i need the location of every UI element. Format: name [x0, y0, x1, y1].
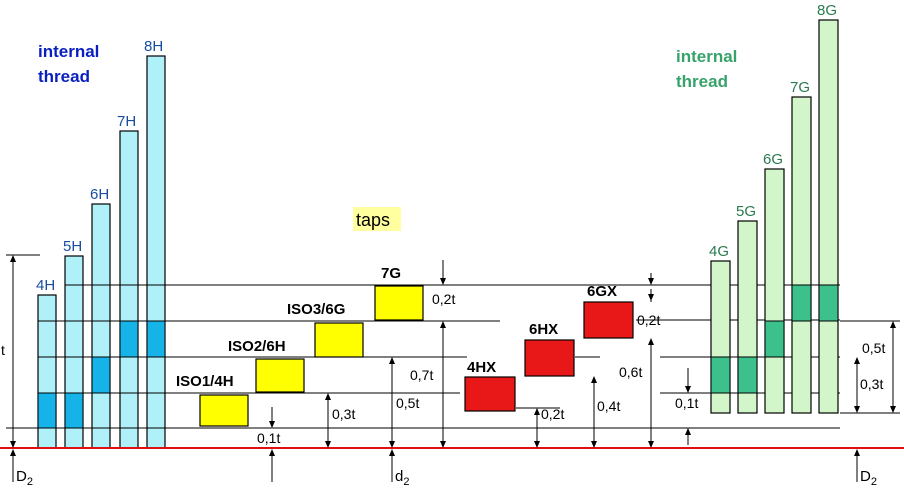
axis-d2-mid: d2 [395, 468, 409, 488]
dim-02t-top: 0,2t [432, 291, 455, 307]
left-title-line2: thread [38, 67, 90, 86]
right-title-line2: thread [676, 72, 728, 91]
dim-02t-4hx: 0,2t [541, 406, 564, 422]
tap-iso3-6g [314, 322, 364, 358]
label-8g: 8G [817, 2, 837, 19]
label-4g: 4G [709, 243, 729, 260]
dim-02t-6gx: 0,2t [637, 312, 660, 328]
bar-5h-highlight [64, 392, 84, 429]
h-tolerance-bars [6, 55, 166, 449]
label-4hx: 4HX [467, 359, 496, 376]
bar-8h-highlight [146, 320, 166, 358]
label-5g: 5G [736, 203, 756, 220]
label-iso2-6h: ISO2/6H [228, 338, 286, 355]
dim-05t-right: 0,5t [862, 340, 885, 356]
taps-title-highlight [353, 207, 401, 231]
bar-4h-highlight [37, 392, 57, 429]
g-tolerance-bars [710, 19, 839, 414]
dim-01t-right: 0,1t [675, 395, 698, 411]
bar-7h [119, 130, 139, 449]
dim-t: t [1, 342, 5, 358]
label-6h: 6H [90, 186, 109, 203]
tap-iso2-6h [255, 358, 305, 393]
label-8h: 8H [144, 38, 163, 55]
bar-7h-highlight [119, 320, 139, 358]
red-taps [464, 301, 634, 412]
dim-05t: 0,5t [396, 395, 419, 411]
dim-03t: 0,3t [332, 406, 355, 422]
label-7g: 7G [790, 79, 810, 96]
bar-8g-highlight [818, 284, 839, 322]
label-6hx: 6HX [529, 321, 558, 338]
right-title-line1: internal [676, 47, 737, 66]
bar-6g [764, 168, 785, 414]
yellow-taps [199, 285, 424, 427]
axis-D2-left: D2 [16, 468, 33, 488]
bar-7g-highlight [791, 284, 812, 322]
dim-04t: 0,4t [597, 398, 620, 414]
bar-8h [146, 55, 166, 449]
label-5h: 5H [63, 238, 82, 255]
dim-07t: 0,7t [410, 367, 433, 383]
label-tap-7g: 7G [381, 265, 401, 282]
tap-6hx [524, 339, 575, 377]
bar-6g-highlight [764, 320, 785, 358]
label-4h: 4H [36, 277, 55, 294]
dim-03t-right: 0,3t [860, 376, 883, 392]
bar-8g [818, 19, 839, 414]
label-iso1-4h: ISO1/4H [176, 373, 234, 390]
axis-D2-right: D2 [860, 468, 877, 488]
left-title-line1: internal [38, 42, 99, 61]
label-6g: 6G [763, 151, 783, 168]
bar-6h-highlight [91, 356, 111, 394]
dimension-arrows [10, 255, 900, 482]
bar-6h [91, 203, 111, 449]
bar-5g-highlight [737, 356, 758, 394]
tap-4hx [464, 376, 516, 412]
bar-4g-highlight [710, 356, 731, 394]
dim-01t-left: 0,1t [257, 430, 280, 446]
taps-title: taps [356, 210, 390, 230]
label-iso3-6g: ISO3/6G [287, 301, 345, 318]
tap-6gx [583, 301, 634, 339]
tap-iso1-4h [199, 394, 249, 427]
label-7h: 7H [117, 113, 136, 130]
bar-7g [791, 96, 812, 414]
label-6gx: 6GX [587, 283, 617, 300]
dim-06t: 0,6t [619, 364, 642, 380]
tap-7g [374, 285, 424, 321]
